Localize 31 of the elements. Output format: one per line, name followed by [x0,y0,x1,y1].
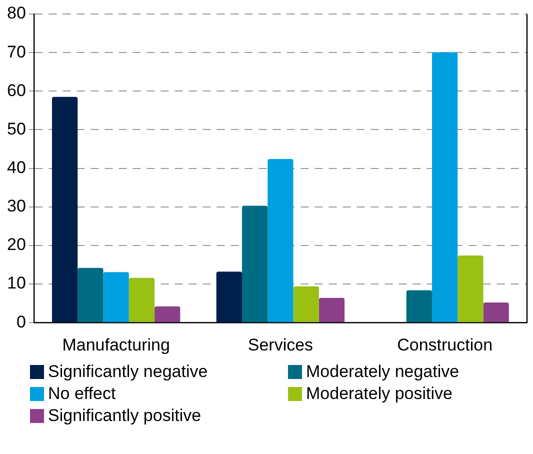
y-tick-label: 0 [16,312,26,332]
y-tick-label: 70 [6,42,26,62]
bar [318,298,345,322]
bar [154,306,180,322]
bar [483,302,509,322]
bar [128,278,155,322]
legend-label: Significantly negative [48,362,208,382]
legend-label: Moderately negative [306,362,460,382]
bar [242,206,268,322]
bar [293,286,319,322]
legend-label: Moderately positive [306,384,452,404]
y-tick-label: 80 [6,4,26,23]
x-tick-label: Construction [397,335,493,354]
x-tick-label: Services [248,335,314,354]
y-tick-label: 10 [6,274,26,293]
y-tick-label: 50 [6,119,26,138]
bar [432,52,458,322]
legend-label: No effect [48,384,116,404]
bar [406,290,432,322]
x-tick-label: Manufacturing [62,335,170,354]
bar [268,159,294,322]
y-tick-label: 40 [6,158,26,177]
legend-label: Significantly positive [48,406,202,426]
bar [458,255,484,322]
bar [52,96,78,322]
y-tick-label: 30 [6,196,26,216]
y-tick-label: 60 [6,80,26,100]
y-tick-label: 20 [6,235,26,254]
bar [78,268,104,322]
bar [103,272,129,322]
bar [216,272,242,322]
